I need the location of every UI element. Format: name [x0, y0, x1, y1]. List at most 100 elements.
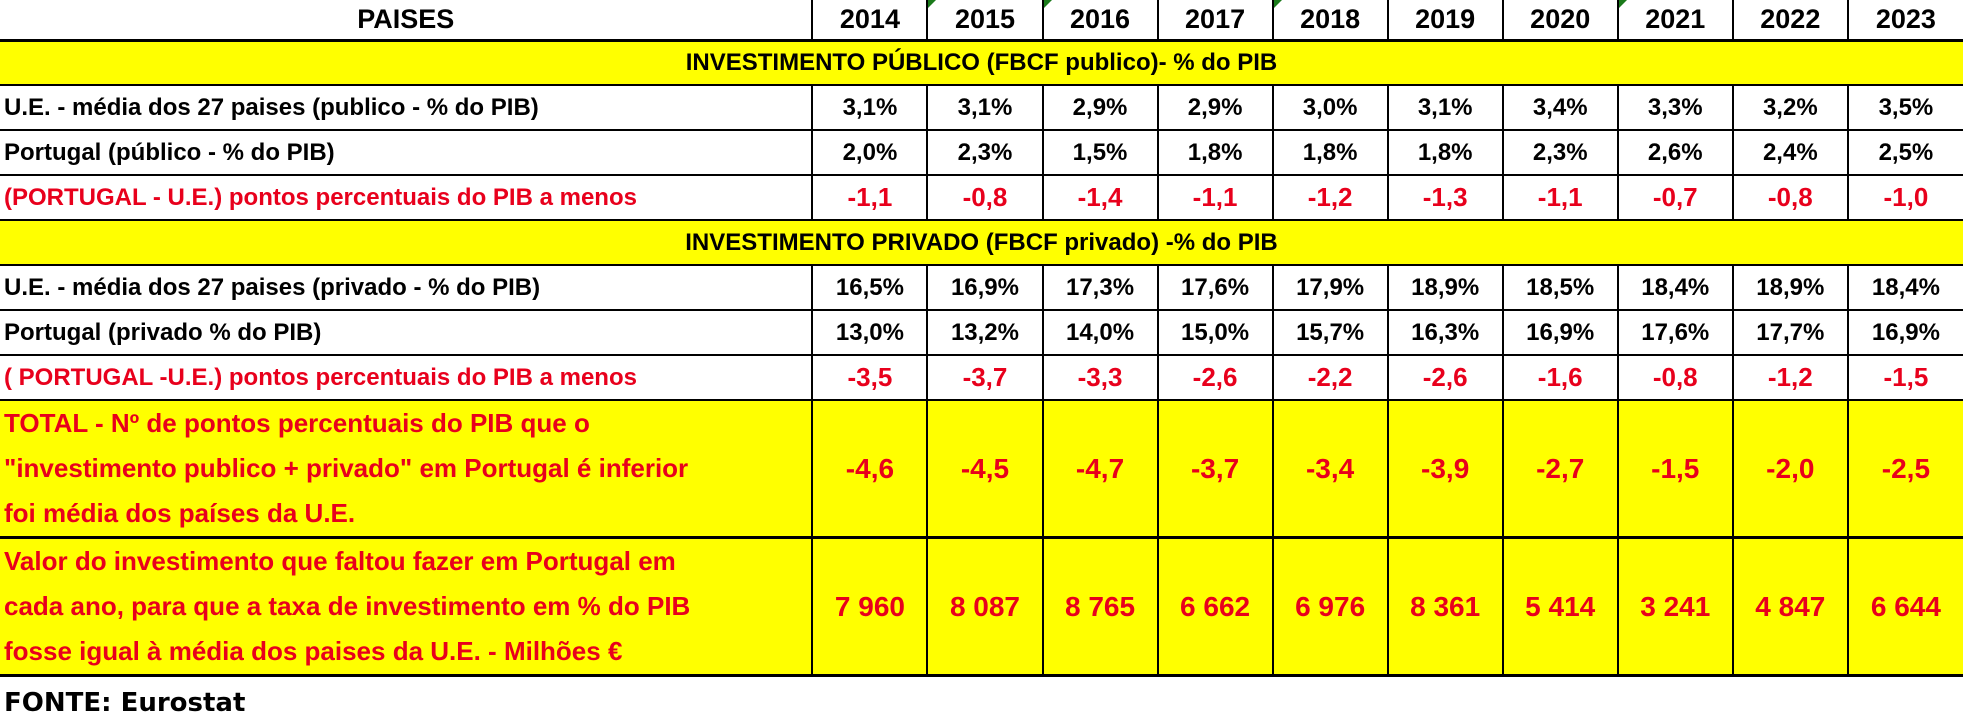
- value-cell[interactable]: -3,9: [1386, 400, 1503, 539]
- value-cell[interactable]: 17,7%: [1731, 310, 1848, 356]
- value-cell[interactable]: 7 960: [811, 537, 928, 677]
- value-cell[interactable]: 16,3%: [1386, 310, 1503, 356]
- value-cell[interactable]: -4,7: [1041, 400, 1158, 539]
- value-cell[interactable]: -4,5: [926, 400, 1043, 539]
- year-header[interactable]: 2020: [1501, 0, 1618, 42]
- value-cell[interactable]: 8 087: [926, 537, 1043, 677]
- value-cell[interactable]: 3,4%: [1501, 85, 1618, 131]
- value-cell[interactable]: 3,0%: [1271, 85, 1388, 131]
- row-label[interactable]: Valor do investimento que faltou fazer e…: [0, 537, 813, 677]
- year-header[interactable]: 2022: [1731, 0, 1848, 42]
- value-cell[interactable]: 8 361: [1386, 537, 1503, 677]
- value-cell[interactable]: 15,0%: [1156, 310, 1273, 356]
- value-cell[interactable]: -0,7: [1616, 175, 1733, 221]
- year-header[interactable]: 2018: [1271, 0, 1388, 42]
- value-cell[interactable]: 15,7%: [1271, 310, 1388, 356]
- section-title[interactable]: INVESTIMENTO PRIVADO (FBCF privado) -% d…: [0, 220, 1963, 266]
- year-header[interactable]: 2015: [926, 0, 1043, 42]
- value-cell[interactable]: 5 414: [1501, 537, 1618, 677]
- value-cell[interactable]: 2,3%: [1501, 130, 1618, 176]
- value-cell[interactable]: 2,9%: [1041, 85, 1158, 131]
- value-cell[interactable]: -1,1: [1156, 175, 1273, 221]
- value-cell[interactable]: -2,5: [1846, 400, 1963, 539]
- value-cell[interactable]: 18,9%: [1731, 265, 1848, 311]
- value-cell[interactable]: 18,5%: [1501, 265, 1618, 311]
- value-cell[interactable]: -1,4: [1041, 175, 1158, 221]
- value-cell[interactable]: 6 662: [1156, 537, 1273, 677]
- value-cell[interactable]: 3,3%: [1616, 85, 1733, 131]
- row-label[interactable]: U.E. - média dos 27 paises (privado - % …: [0, 265, 813, 311]
- section-title[interactable]: INVESTIMENTO PÚBLICO (FBCF publico)- % d…: [0, 40, 1963, 86]
- value-cell[interactable]: 17,9%: [1271, 265, 1388, 311]
- value-cell[interactable]: -3,7: [1156, 400, 1273, 539]
- year-header[interactable]: 2019: [1386, 0, 1503, 42]
- value-cell[interactable]: 4 847: [1731, 537, 1848, 677]
- value-cell[interactable]: -1,3: [1386, 175, 1503, 221]
- row-label[interactable]: (PORTUGAL - U.E.) pontos percentuais do …: [0, 175, 813, 221]
- value-cell[interactable]: 16,5%: [811, 265, 928, 311]
- value-cell[interactable]: 8 765: [1041, 537, 1158, 677]
- value-cell[interactable]: -3,3: [1041, 355, 1158, 401]
- value-cell[interactable]: -1,1: [811, 175, 928, 221]
- year-header[interactable]: 2023: [1846, 0, 1963, 42]
- value-cell[interactable]: 2,4%: [1731, 130, 1848, 176]
- value-cell[interactable]: 2,3%: [926, 130, 1043, 176]
- value-cell[interactable]: 18,4%: [1846, 265, 1963, 311]
- value-cell[interactable]: 16,9%: [1846, 310, 1963, 356]
- row-label[interactable]: TOTAL - Nº de pontos percentuais do PIB …: [0, 400, 813, 539]
- value-cell[interactable]: -4,6: [811, 400, 928, 539]
- row-label[interactable]: Portugal (público - % do PIB): [0, 130, 813, 176]
- value-cell[interactable]: 17,3%: [1041, 265, 1158, 311]
- value-cell[interactable]: 2,0%: [811, 130, 928, 176]
- value-cell[interactable]: -3,7: [926, 355, 1043, 401]
- value-cell[interactable]: 3,5%: [1846, 85, 1963, 131]
- year-header[interactable]: 2014: [811, 0, 928, 42]
- year-header[interactable]: 2016: [1041, 0, 1158, 42]
- value-cell[interactable]: 17,6%: [1156, 265, 1273, 311]
- value-cell[interactable]: -1,5: [1846, 355, 1963, 401]
- row-label[interactable]: ( PORTUGAL -U.E.) pontos percentuais do …: [0, 355, 813, 401]
- value-cell[interactable]: 3,1%: [926, 85, 1043, 131]
- value-cell[interactable]: 13,2%: [926, 310, 1043, 356]
- value-cell[interactable]: -0,8: [926, 175, 1043, 221]
- value-cell[interactable]: -2,0: [1731, 400, 1848, 539]
- year-header[interactable]: 2017: [1156, 0, 1273, 42]
- value-cell[interactable]: -1,6: [1501, 355, 1618, 401]
- value-cell[interactable]: -3,5: [811, 355, 928, 401]
- value-cell[interactable]: 16,9%: [926, 265, 1043, 311]
- value-cell[interactable]: -1,0: [1846, 175, 1963, 221]
- value-cell[interactable]: -1,2: [1731, 355, 1848, 401]
- value-cell[interactable]: 18,4%: [1616, 265, 1733, 311]
- value-cell[interactable]: -2,6: [1156, 355, 1273, 401]
- value-cell[interactable]: -1,2: [1271, 175, 1388, 221]
- value-cell[interactable]: 1,8%: [1156, 130, 1273, 176]
- value-cell[interactable]: -3,4: [1271, 400, 1388, 539]
- value-cell[interactable]: 2,9%: [1156, 85, 1273, 131]
- value-cell[interactable]: 2,6%: [1616, 130, 1733, 176]
- value-cell[interactable]: -1,5: [1616, 400, 1733, 539]
- value-cell[interactable]: 13,0%: [811, 310, 928, 356]
- value-cell[interactable]: 1,5%: [1041, 130, 1158, 176]
- header-label[interactable]: PAISES: [0, 0, 813, 42]
- year-header[interactable]: 2021: [1616, 0, 1733, 42]
- value-cell[interactable]: -2,6: [1386, 355, 1503, 401]
- value-cell[interactable]: 1,8%: [1271, 130, 1388, 176]
- value-cell[interactable]: 3 241: [1616, 537, 1733, 677]
- value-cell[interactable]: 2,5%: [1846, 130, 1963, 176]
- value-cell[interactable]: 3,1%: [1386, 85, 1503, 131]
- value-cell[interactable]: 3,2%: [1731, 85, 1848, 131]
- value-cell[interactable]: 6 976: [1271, 537, 1388, 677]
- value-cell[interactable]: -2,7: [1501, 400, 1618, 539]
- value-cell[interactable]: 6 644: [1846, 537, 1963, 677]
- value-cell[interactable]: 16,9%: [1501, 310, 1618, 356]
- value-cell[interactable]: -1,1: [1501, 175, 1618, 221]
- value-cell[interactable]: 18,9%: [1386, 265, 1503, 311]
- value-cell[interactable]: -0,8: [1731, 175, 1848, 221]
- value-cell[interactable]: -2,2: [1271, 355, 1388, 401]
- value-cell[interactable]: 17,6%: [1616, 310, 1733, 356]
- value-cell[interactable]: -0,8: [1616, 355, 1733, 401]
- value-cell[interactable]: 14,0%: [1041, 310, 1158, 356]
- row-label[interactable]: U.E. - média dos 27 paises (publico - % …: [0, 85, 813, 131]
- row-label[interactable]: Portugal (privado % do PIB): [0, 310, 813, 356]
- value-cell[interactable]: 1,8%: [1386, 130, 1503, 176]
